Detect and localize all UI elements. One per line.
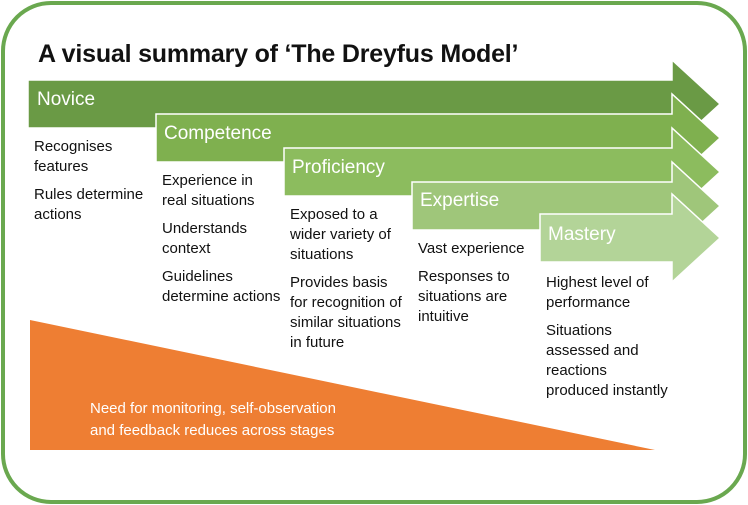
stage-point: Experience in real situations bbox=[162, 172, 255, 209]
stage-label-competence: Competence bbox=[164, 123, 272, 144]
stage-points-mastery: Highest level of performance Situations … bbox=[546, 273, 671, 409]
decreasing-triangle bbox=[30, 320, 655, 450]
stage-point: Understands context bbox=[162, 220, 248, 257]
stage-point: Highest level of performance bbox=[546, 274, 649, 311]
diagram-title: A visual summary of ‘The Dreyfus Model’ bbox=[38, 40, 519, 68]
triangle-caption-line: and feedback reduces across stages bbox=[90, 422, 335, 439]
stage-point: Rules determine actions bbox=[34, 186, 144, 223]
stage-point: Provides basis for recognition of simila… bbox=[290, 274, 402, 351]
stage-points-proficiency: Exposed to a wider variety of situations… bbox=[290, 205, 408, 361]
stage-label-novice: Novice bbox=[37, 89, 96, 110]
stage-point: Situations assessed and reactions produc… bbox=[546, 322, 668, 399]
arrow-mastery bbox=[539, 192, 722, 284]
stage-point: Exposed to a wider variety of situations bbox=[290, 206, 391, 263]
stage-label-mastery: Mastery bbox=[548, 224, 616, 245]
stage-point: Guidelines determine actions bbox=[162, 268, 281, 305]
stage-point: Vast experience bbox=[418, 240, 525, 257]
stage-label-proficiency: Proficiency bbox=[292, 157, 385, 178]
stage-points-novice: Recognises features Rules determine acti… bbox=[34, 137, 149, 233]
stage-points-expertise: Vast experience Responses to situations … bbox=[418, 239, 533, 335]
stage-label-expertise: Expertise bbox=[420, 190, 500, 211]
stage-point: Responses to situations are intuitive bbox=[418, 268, 510, 325]
stage-points-competence: Experience in real situations Understand… bbox=[162, 171, 282, 315]
stage-point: Recognises features bbox=[34, 138, 113, 175]
triangle-caption-line: Need for monitoring, self-observation bbox=[90, 400, 336, 417]
triangle-caption: Need for monitoring, self-observation an… bbox=[90, 398, 336, 442]
